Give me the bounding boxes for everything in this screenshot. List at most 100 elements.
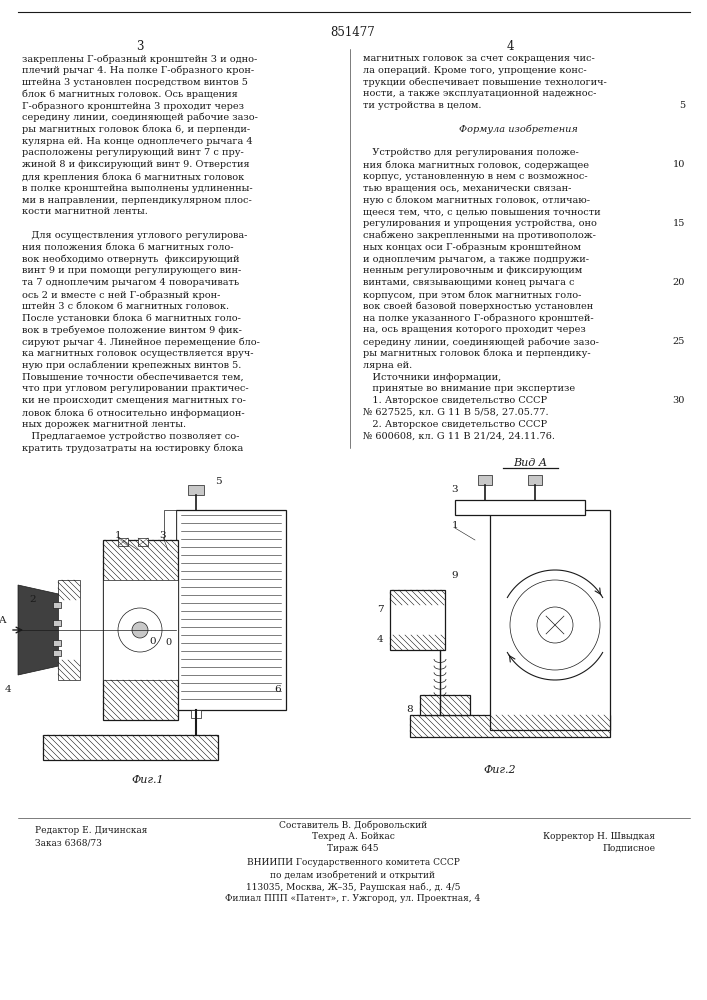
Bar [43,735,218,760]
Text: 1. Авторское свидетельство СССР: 1. Авторское свидетельство СССР [363,396,547,405]
Text: 6: 6 [275,686,281,694]
Text: ла операций. Кроме того, упрощение конс-: ла операций. Кроме того, упрощение конс- [363,66,587,75]
Text: Фиг.1: Фиг.1 [132,775,164,785]
Bar [176,510,286,710]
Text: кулярна ей. На конце одноплечего рычага 4: кулярна ей. На конце одноплечего рычага … [22,137,252,146]
Bar [58,580,80,680]
Text: Редактор Е. Дичинская: Редактор Е. Дичинская [35,826,147,835]
Text: Тираж 645: Тираж 645 [327,844,379,853]
Bar [455,500,585,515]
Text: 8: 8 [407,706,414,714]
Text: на, ось вращения которого проходит через: на, ось вращения которого проходит через [363,325,586,334]
Text: ВНИИПИ Государственного комитета СССР: ВНИИПИ Государственного комитета СССР [247,858,460,867]
Text: 10: 10 [672,160,685,169]
Text: После установки блока 6 магнитных голо-: После установки блока 6 магнитных голо- [22,314,241,323]
Text: ненным регулировочным и фиксирующим: ненным регулировочным и фиксирующим [363,266,583,275]
Text: вок необходимо отвернуть  фиксирующий: вок необходимо отвернуть фиксирующий [22,255,240,264]
Text: 113035, Москва, Ж–35, Раушская наб., д. 4/5: 113035, Москва, Ж–35, Раушская наб., д. … [246,882,460,892]
Text: 1: 1 [115,530,122,540]
Text: ности, а также эксплуатационной надежнос-: ности, а также эксплуатационной надежнос… [363,89,597,98]
Text: щееся тем, что, с целью повышения точности: щееся тем, что, с целью повышения точнос… [363,207,601,216]
Polygon shape [18,585,78,675]
Text: ния положения блока 6 магнитных голо-: ния положения блока 6 магнитных голо- [22,243,233,252]
Text: расположены регулирующий винт 7 с пру-: расположены регулирующий винт 7 с пру- [22,148,244,157]
Text: ных концах оси Г-образным кронштейном: ных концах оси Г-образным кронштейном [363,243,581,252]
Text: ти устройства в целом.: ти устройства в целом. [363,101,481,110]
Text: корпусом, при этом блок магнитных голо-: корпусом, при этом блок магнитных голо- [363,290,581,300]
Text: 2: 2 [30,595,36,604]
Bar [528,475,542,485]
Text: 0: 0 [150,638,156,647]
Bar [103,540,178,720]
Text: № 600608, кл. G 11 B 21/24, 24.11.76.: № 600608, кл. G 11 B 21/24, 24.11.76. [363,432,555,441]
Circle shape [118,608,162,652]
Text: ми в направлении, перпендикулярном плос-: ми в направлении, перпендикулярном плос- [22,196,252,205]
Bar [118,538,128,546]
Text: Филиал ППП «Патент», г. Ужгород, ул. Проектная, 4: Филиал ППП «Патент», г. Ужгород, ул. Про… [226,894,481,903]
Text: ка магнитных головок осуществляется вруч-: ка магнитных головок осуществляется вруч… [22,349,254,358]
Text: 0: 0 [165,638,171,647]
Text: ную при ослаблении крепежных винтов 5.: ную при ослаблении крепежных винтов 5. [22,361,241,370]
Text: закреплены Г-образный кронштейн 3 и одно-: закреплены Г-образный кронштейн 3 и одно… [22,54,257,64]
Bar [108,580,173,680]
Text: 3: 3 [452,486,458,494]
Text: Повышение точности обеспечивается тем,: Повышение точности обеспечивается тем, [22,373,244,382]
Text: середину линии, соединяющей рабочие зазо-: середину линии, соединяющей рабочие зазо… [22,113,258,122]
Bar [53,640,61,646]
Text: Источники информации,: Источники информации, [363,373,501,382]
Text: на полке указанного Г-образного кронштей-: на полке указанного Г-образного кронштей… [363,314,594,323]
Text: ния блока магнитных головок, содержащее: ния блока магнитных головок, содержащее [363,160,589,170]
Bar [53,620,61,626]
Bar [53,650,61,656]
Text: снабжено закрепленными на противополож-: снабжено закрепленными на противополож- [363,231,596,240]
Text: корпус, установленную в нем с возможнос-: корпус, установленную в нем с возможнос- [363,172,588,181]
Text: кости магнитной ленты.: кости магнитной ленты. [22,207,148,216]
Bar [138,538,148,546]
Text: Фиг.2: Фиг.2 [484,765,516,775]
Text: по делам изобретений и открытий: по делам изобретений и открытий [271,870,436,880]
Text: Предлагаемое устройство позволяет со-: Предлагаемое устройство позволяет со- [22,432,240,441]
Text: ось 2 и вместе с ней Г-образный крон-: ось 2 и вместе с ней Г-образный крон- [22,290,221,300]
Text: ных дорожек магнитной ленты.: ных дорожек магнитной ленты. [22,420,186,429]
Text: ры магнитных головок блока 6, и перпенди-: ры магнитных головок блока 6, и перпенди… [22,125,250,134]
Text: винтами, связывающими конец рычага с: винтами, связывающими конец рычага с [363,278,575,287]
Text: что при угловом регулировании практичес-: что при угловом регулировании практичес- [22,384,249,393]
Text: 1: 1 [452,520,458,530]
Text: тью вращения ось, механически связан-: тью вращения ось, механически связан- [363,184,571,193]
Text: 30: 30 [672,396,685,405]
Text: принятые во внимание при экспертизе: принятые во внимание при экспертизе [363,384,575,393]
Text: 20: 20 [672,278,685,287]
Text: ную с блоком магнитных головок, отличаю-: ную с блоком магнитных головок, отличаю- [363,196,590,205]
Text: 851477: 851477 [331,26,375,39]
Text: 4: 4 [377,636,383,645]
Text: Подписное: Подписное [602,844,655,853]
Bar [53,602,61,608]
Text: середину линии, соединяющей рабочие зазо-: середину линии, соединяющей рабочие зазо… [363,337,599,347]
Text: Заказ 6368/73: Заказ 6368/73 [35,838,102,847]
Text: 9: 9 [452,570,458,580]
Text: кратить трудозатраты на юстировку блока: кратить трудозатраты на юстировку блока [22,443,243,453]
Text: и одноплечим рычагом, а также подпружи-: и одноплечим рычагом, а также подпружи- [363,255,589,264]
Text: ры магнитных головок блока и перпендику-: ры магнитных головок блока и перпендику- [363,349,590,359]
Polygon shape [164,510,176,540]
Text: та 7 одноплечим рычагом 4 поворачивать: та 7 одноплечим рычагом 4 поворачивать [22,278,239,287]
Circle shape [132,622,148,638]
Text: трукции обеспечивает повышение технологич-: трукции обеспечивает повышение технологи… [363,78,607,87]
Text: Вид А: Вид А [513,458,547,468]
Bar [410,715,610,737]
Text: Формула изобретения: Формула изобретения [459,125,578,134]
Text: плечий рычаг 4. На полке Г-образного крон-: плечий рычаг 4. На полке Г-образного кро… [22,66,254,75]
Text: вок своей базовой поверхностью установлен: вок своей базовой поверхностью установле… [363,302,593,311]
Text: 15: 15 [672,219,685,228]
Text: 4: 4 [506,40,514,53]
Text: Устройство для регулирования положе-: Устройство для регулирования положе- [363,148,579,157]
Text: регулирования и упрощения устройства, оно: регулирования и упрощения устройства, он… [363,219,597,228]
Circle shape [510,580,600,670]
Text: ловок блока 6 относительно информацион-: ловок блока 6 относительно информацион- [22,408,245,418]
Text: сируют рычаг 4. Линейное перемещение бло-: сируют рычаг 4. Линейное перемещение бло… [22,337,260,347]
Text: 3: 3 [160,530,166,540]
Text: жиной 8 и фиксирующий винт 9. Отверстия: жиной 8 и фиксирующий винт 9. Отверстия [22,160,250,169]
Text: ки не происходит смещения магнитных го-: ки не происходит смещения магнитных го- [22,396,246,405]
Text: Г-образного кронштейна 3 проходит через: Г-образного кронштейна 3 проходит через [22,101,244,111]
Text: в полке кронштейна выполнены удлиненны-: в полке кронштейна выполнены удлиненны- [22,184,252,193]
